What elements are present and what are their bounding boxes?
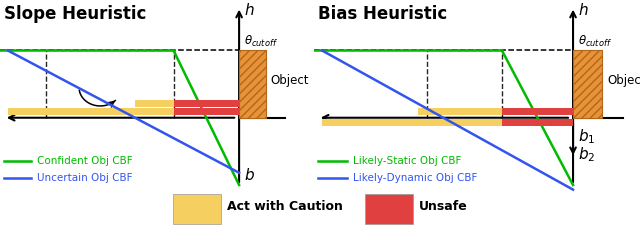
Text: Object: Object (607, 74, 640, 87)
Text: $\theta_{cutoff}$: $\theta_{cutoff}$ (244, 34, 278, 49)
Text: Object: Object (271, 74, 309, 87)
Bar (502, 108, 573, 115)
Text: $h$: $h$ (244, 2, 254, 18)
Text: $b_1$: $b_1$ (578, 127, 595, 146)
Text: Confident Obj CBF: Confident Obj CBF (36, 156, 132, 167)
Text: Unsafe: Unsafe (419, 200, 468, 213)
Bar (365, 194, 413, 225)
Bar (173, 108, 239, 115)
Text: $h$: $h$ (578, 2, 589, 18)
Bar (322, 119, 502, 126)
Text: $\theta_{cutoff}$: $\theta_{cutoff}$ (578, 34, 612, 49)
Bar (573, 50, 602, 118)
Bar (8, 108, 173, 115)
Text: Likely-Dynamic Obj CBF: Likely-Dynamic Obj CBF (353, 173, 477, 183)
Text: Slope Heuristic: Slope Heuristic (4, 5, 146, 23)
Bar (418, 108, 502, 115)
Bar (173, 194, 221, 225)
Bar (135, 100, 173, 107)
Bar (239, 50, 266, 118)
Text: Uncertain Obj CBF: Uncertain Obj CBF (36, 173, 132, 183)
Bar (173, 100, 239, 107)
Text: Likely-Static Obj CBF: Likely-Static Obj CBF (353, 156, 461, 167)
Text: $b$: $b$ (244, 167, 255, 183)
Text: $b_2$: $b_2$ (578, 145, 595, 164)
Bar (502, 119, 573, 126)
Text: Act with Caution: Act with Caution (227, 200, 343, 213)
Text: Bias Heuristic: Bias Heuristic (318, 5, 447, 23)
